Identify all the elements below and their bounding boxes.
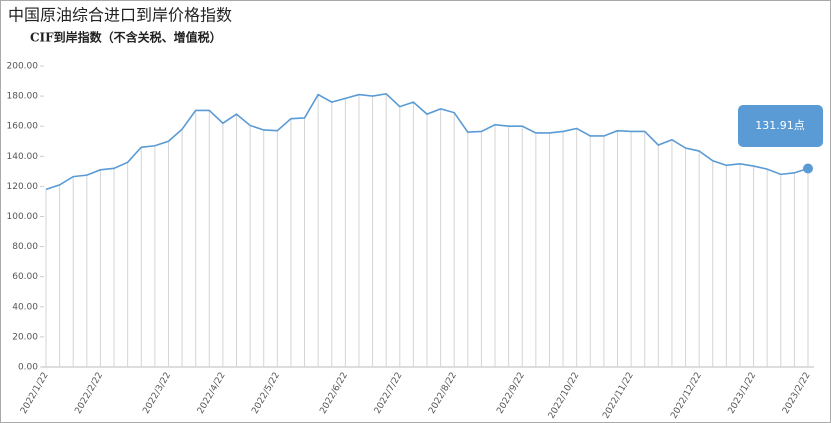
callout-box: [738, 105, 823, 147]
y-tick-label: 120.00: [7, 182, 39, 192]
chart-subtitle: CIF到岸指数（不含关税、增值税）: [30, 30, 222, 45]
y-tick-label: 60.00: [12, 272, 38, 282]
data-line: [45, 92, 809, 191]
y-tick-label: 140.00: [7, 152, 39, 162]
callout-label: 131.91点: [755, 119, 805, 132]
y-tick-label: 180.00: [7, 92, 39, 102]
y-tick-label: 200.00: [7, 62, 39, 72]
y-tick-label: 0.00: [18, 363, 38, 373]
y-tick-label: 40.00: [12, 302, 38, 312]
y-tick-label: 20.00: [12, 332, 38, 342]
y-tick-label: 160.00: [7, 122, 39, 132]
y-tick-label: 100.00: [7, 212, 39, 222]
last-point: [803, 163, 813, 174]
chart-title: 中国原油综合进口到岸价格指数: [8, 6, 232, 25]
y-tick-label: 80.00: [12, 242, 38, 252]
